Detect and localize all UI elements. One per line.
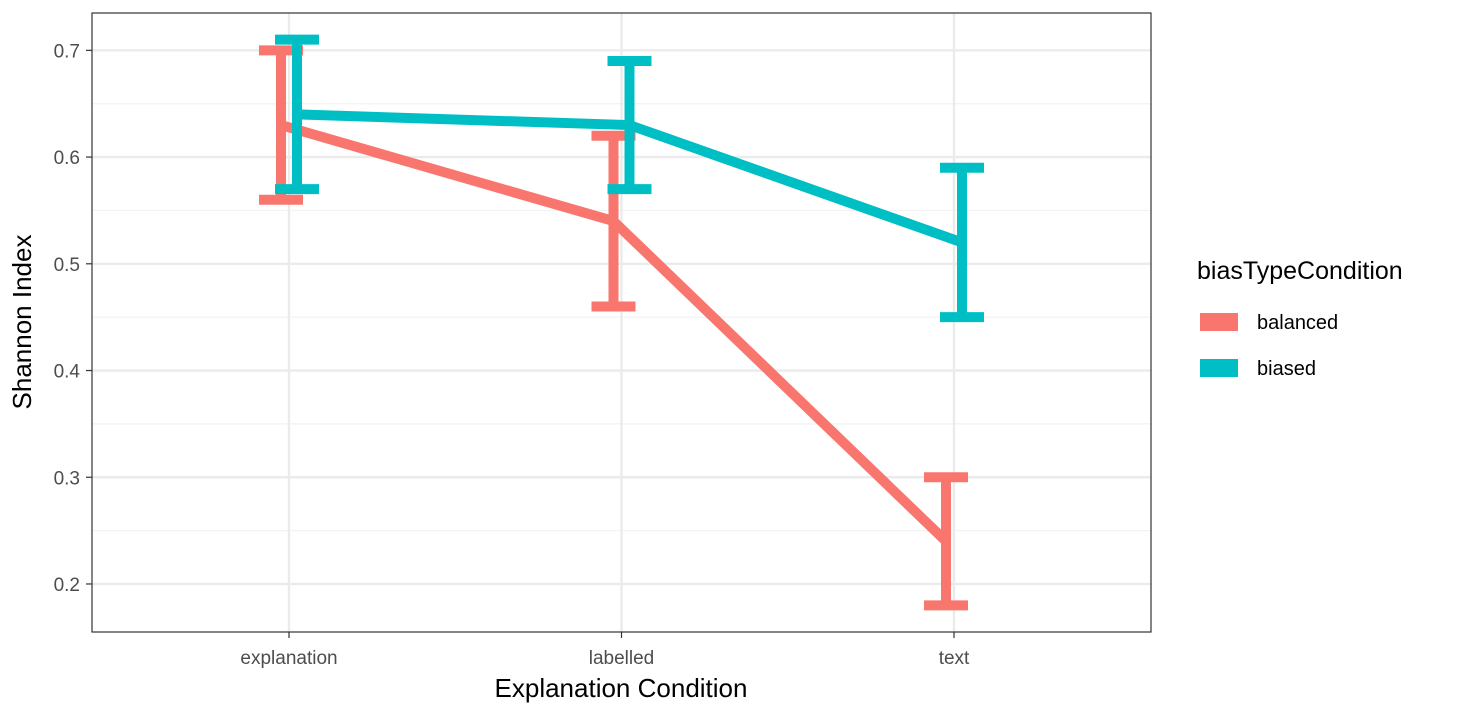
legend-label: balanced [1257, 312, 1338, 334]
series-line [292, 109, 967, 248]
legend-title: biasTypeCondition [1197, 257, 1403, 285]
legend-label: biased [1257, 358, 1316, 380]
series-layer [259, 34, 984, 611]
x-axis: explanation labelled text [240, 632, 970, 669]
x-tick-label: text [939, 648, 970, 669]
y-tick-label: 0.7 [54, 41, 80, 62]
y-tick-label: 0.6 [54, 148, 80, 169]
x-axis-title: Explanation Condition [495, 673, 748, 703]
y-tick-label: 0.4 [54, 362, 81, 383]
grid [92, 13, 1151, 632]
y-axis-title: Shannon Index [7, 235, 37, 410]
x-tick-label: explanation [240, 648, 337, 669]
x-tick-label: labelled [589, 648, 655, 669]
y-axis: 0.2 0.3 0.4 0.5 0.6 0.7 [54, 41, 92, 596]
series-biased [275, 34, 984, 323]
legend-key [1200, 313, 1238, 331]
legend-key [1200, 359, 1238, 377]
series-line [276, 120, 951, 547]
legend: biasTypeCondition balanced biased [1197, 257, 1403, 380]
y-tick-label: 0.2 [54, 575, 80, 596]
y-tick-label: 0.5 [54, 255, 80, 276]
y-tick-label: 0.3 [54, 468, 80, 489]
